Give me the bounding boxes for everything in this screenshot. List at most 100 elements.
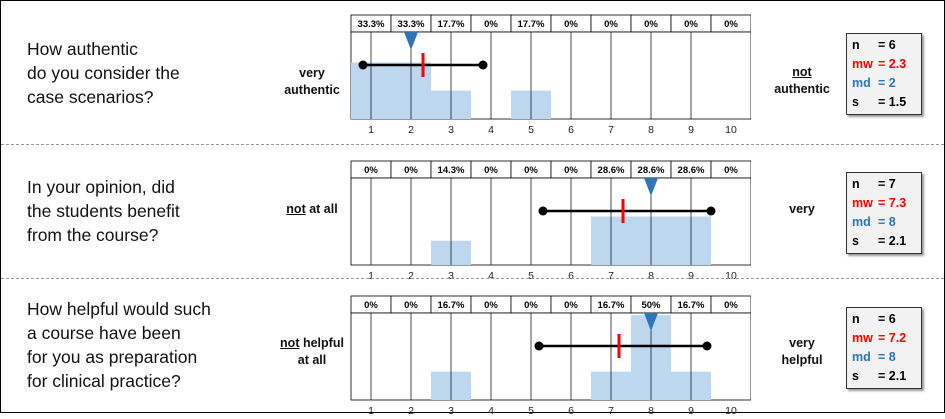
- label-line: very: [789, 202, 815, 216]
- x-tick-label: 2: [408, 405, 414, 417]
- percent-label: 14.3%: [438, 165, 465, 176]
- percent-label: 0%: [524, 165, 538, 176]
- percent-label: 0%: [364, 300, 378, 311]
- percent-label: 0%: [484, 165, 498, 176]
- label-line: not helpful: [267, 335, 357, 352]
- x-tick-label: 1: [368, 124, 374, 136]
- percent-label: 0%: [724, 300, 738, 311]
- question-line: How helpful would such: [27, 299, 211, 319]
- label-part: at all: [305, 202, 338, 216]
- x-tick-label: 3: [448, 124, 454, 136]
- percent-label: 0%: [364, 165, 378, 176]
- stats-box: n = 6 mw = 2.3 md = 2 s = 1.5: [846, 33, 922, 115]
- stat-median: md = 8: [852, 215, 896, 229]
- question-text: How authentic do you consider the case s…: [27, 37, 267, 109]
- label-part: not: [286, 202, 306, 216]
- label-part: not: [280, 336, 300, 350]
- x-tick-label: 1: [368, 405, 374, 417]
- x-tick-label: 10: [725, 405, 737, 417]
- percent-label: 0%: [484, 300, 498, 311]
- percent-label: 16.7%: [438, 300, 465, 311]
- percent-label: 0%: [484, 19, 498, 30]
- x-tick-label: 10: [725, 270, 737, 282]
- stats-box: n = 7 mw = 7.3 md = 8 s = 2.1: [846, 172, 922, 254]
- question-text: In your opinion, did the students benefi…: [27, 175, 267, 247]
- sd-range-end: [702, 341, 712, 351]
- question-line: In your opinion, did: [27, 177, 175, 197]
- median-marker: [644, 178, 658, 196]
- label-line: authentic: [774, 82, 830, 96]
- question-line: How authentic: [27, 39, 138, 59]
- percent-label: 0%: [564, 300, 578, 311]
- label-line: authentic: [284, 83, 340, 97]
- x-tick-label: 5: [528, 270, 534, 282]
- percent-label: 28.6%: [638, 165, 665, 176]
- median-marker: [644, 313, 658, 331]
- x-tick-label: 7: [608, 405, 614, 417]
- x-tick-label: 8: [648, 124, 654, 136]
- scale-left-label: not at all: [267, 201, 357, 218]
- percent-label: 33.3%: [358, 19, 385, 30]
- sd-range-start: [538, 206, 548, 216]
- sd-range-start: [358, 60, 368, 70]
- percent-label: 0%: [404, 165, 418, 176]
- stat-sd: s = 2.1: [852, 234, 907, 248]
- stats-box: n = 6 mw = 7.2 md = 8 s = 2.1: [846, 307, 922, 389]
- histogram-chart-3: 0% 0% 16.7% 0% 0% 0% 16.7% 50% 16.7% 0% 1 2 3 4 5 6 7 8 9 1…: [350, 295, 751, 417]
- scale-right-label: very helpful: [757, 335, 847, 369]
- question-line: the students benefit: [27, 201, 180, 221]
- stat-n: n = 6: [852, 312, 896, 326]
- percent-label: 28.6%: [598, 165, 625, 176]
- stat-median: md = 2: [852, 76, 896, 90]
- scale-left-label: not helpful at all: [267, 335, 357, 369]
- stat-mean: mw = 7.3: [852, 196, 907, 210]
- row-divider: [1, 278, 944, 279]
- x-tick-label: 2: [408, 124, 414, 136]
- stat-sd: s = 1.5: [852, 95, 907, 109]
- question-line: do you consider the: [27, 63, 180, 83]
- question-line: case scenarios?: [27, 87, 154, 107]
- x-tick-label: 8: [648, 270, 654, 282]
- x-tick-label: 7: [608, 270, 614, 282]
- sd-range-start: [534, 341, 544, 351]
- question-row-1: How authentic do you consider the case s…: [1, 1, 944, 138]
- label-line: not: [792, 65, 812, 79]
- scale-right-label: not authentic: [757, 64, 847, 98]
- x-tick-label: 6: [568, 270, 574, 282]
- x-tick-label: 5: [528, 405, 534, 417]
- x-tick-label: 5: [528, 124, 534, 136]
- percent-label: 0%: [724, 19, 738, 30]
- x-tick-label: 8: [648, 405, 654, 417]
- label-line: helpful: [781, 353, 823, 367]
- stat-median: md = 8: [852, 350, 896, 364]
- x-tick-label: 7: [608, 124, 614, 136]
- question-line: for clinical practice?: [27, 371, 181, 391]
- stat-n: n = 7: [852, 177, 896, 191]
- percent-label: 0%: [684, 19, 698, 30]
- question-line: from the course?: [27, 225, 159, 245]
- median-marker: [404, 32, 418, 50]
- question-line: for you as preparation: [27, 347, 198, 367]
- x-tick-label: 4: [488, 124, 494, 136]
- sd-range-end: [478, 60, 488, 70]
- percent-label: 0%: [564, 165, 578, 176]
- percent-label: 0%: [564, 19, 578, 30]
- label-line: very: [299, 66, 325, 80]
- question-text: How helpful would such a course have bee…: [27, 297, 267, 393]
- x-tick-label: 9: [688, 405, 694, 417]
- x-tick-label: 2: [408, 270, 414, 282]
- histogram-chart-1: 33.3% 33.3% 17.7% 0% 17.7% 0% 0% 0% 0% 0% 1 2 3 4 5 6 7 8…: [350, 14, 751, 136]
- percent-label: 0%: [644, 19, 658, 30]
- scale-left-label: very authentic: [267, 65, 357, 99]
- row-divider: [1, 144, 944, 145]
- percent-label: 0%: [604, 19, 618, 30]
- percent-label: 50%: [641, 300, 661, 311]
- label-line: at all: [297, 353, 327, 367]
- stat-sd: s = 2.1: [852, 369, 907, 383]
- histogram-chart-2: 0% 0% 14.3% 0% 0% 0% 28.6% 28.6% 28.6% 0% 1 2 3 4 5 6 7 8…: [350, 160, 751, 282]
- x-tick-label: 4: [488, 270, 494, 282]
- percent-label: 28.6%: [678, 165, 705, 176]
- percent-label: 0%: [724, 165, 738, 176]
- x-tick-label: 10: [725, 124, 737, 136]
- scale-right-label: very: [757, 201, 847, 218]
